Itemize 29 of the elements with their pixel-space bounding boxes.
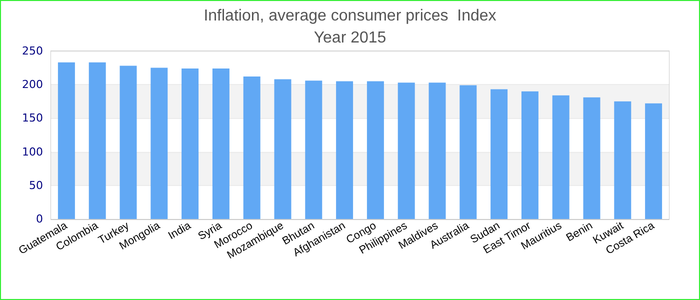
bar <box>243 76 260 219</box>
y-tick-label: 100 <box>22 145 43 158</box>
bar <box>366 81 384 219</box>
y-tick-label: 0 <box>36 212 43 226</box>
bar <box>521 91 538 219</box>
bar <box>150 68 168 219</box>
bar <box>336 81 354 219</box>
x-tick-label: India <box>166 219 194 242</box>
bar <box>614 101 632 219</box>
bar <box>583 97 600 219</box>
y-tick-label: 50 <box>29 178 43 192</box>
chart-title: Inflation, average consumer prices Index <box>204 8 496 24</box>
bar <box>552 95 570 219</box>
y-tick-label: 150 <box>22 112 43 125</box>
bar <box>88 62 106 219</box>
bar <box>120 66 137 219</box>
bar <box>460 85 477 219</box>
y-tick-label: 250 <box>22 44 43 58</box>
y-tick-label: 200 <box>22 78 43 92</box>
bar <box>212 68 230 219</box>
bar <box>490 89 508 219</box>
bar <box>398 82 415 219</box>
bar <box>428 82 446 219</box>
bar <box>645 103 662 219</box>
chart-subtitle: Year 2015 <box>314 30 386 46</box>
bar <box>305 80 322 219</box>
bar <box>182 68 199 219</box>
bar <box>58 62 75 219</box>
bar <box>274 79 292 219</box>
